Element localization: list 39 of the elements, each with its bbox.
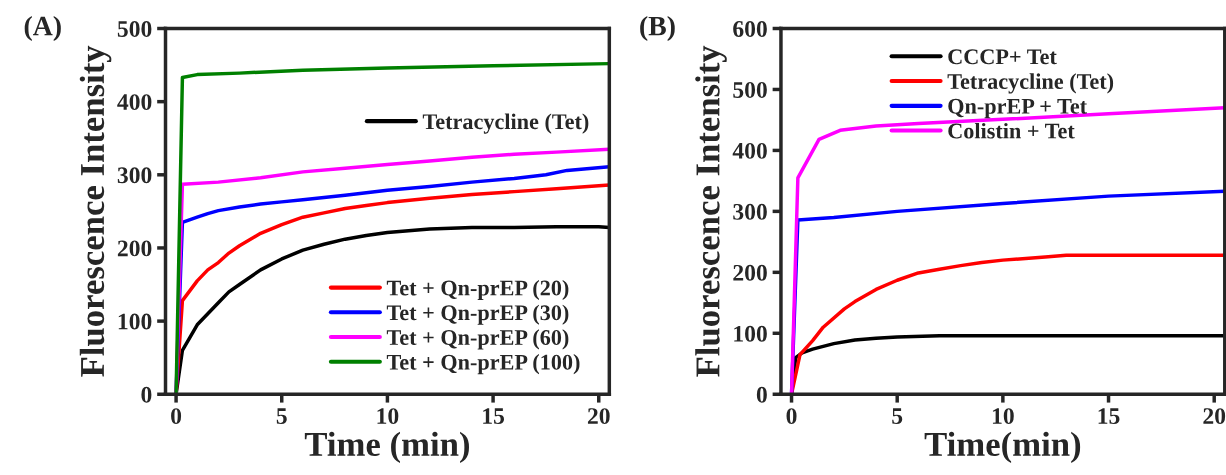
y-tick-label: 200 bbox=[117, 240, 152, 257]
y-tick-label: 100 bbox=[734, 325, 767, 342]
y-tick-label: 300 bbox=[733, 203, 767, 220]
legend-label: Tet + Qn-prEP (60) bbox=[386, 329, 569, 350]
x-tick-label: 20 bbox=[587, 408, 610, 425]
text: (B) bbox=[640, 15, 675, 42]
y-axis-title: Fluorescence Intensity bbox=[79, 45, 112, 377]
x-tick-label: 5 bbox=[276, 408, 287, 425]
legend-label: Tet + Qn-prEP (100) bbox=[386, 354, 580, 375]
x-tick-label: 20 bbox=[1203, 408, 1226, 425]
y-tick-label: 0 bbox=[756, 386, 767, 403]
legend-label: Tetracycline (Tet) bbox=[422, 113, 589, 134]
x-axis-title: Time (min) bbox=[304, 431, 469, 464]
y-tick-label: 500 bbox=[117, 20, 152, 37]
legend-label: Tet + Qn-prEP (30) bbox=[386, 304, 569, 325]
y-tick-label: 0 bbox=[141, 386, 152, 403]
legend-label: Qn-prEP + Tet bbox=[948, 98, 1087, 119]
x-tick-label: 10 bbox=[992, 408, 1014, 425]
y-axis-title: Fluorescence Intensity bbox=[695, 45, 727, 377]
y-tick-label: 200 bbox=[733, 264, 767, 281]
text: (A) bbox=[24, 15, 61, 42]
y-tick-label: 400 bbox=[732, 142, 767, 159]
x-tick-label: 10 bbox=[377, 408, 399, 425]
legend-label: Tet + Qn-prEP (20) bbox=[386, 279, 569, 301]
y-tick-label: 600 bbox=[733, 20, 767, 37]
x-axis-title: Time(min) bbox=[924, 431, 1081, 464]
legend-label: CCCP+ Tet bbox=[948, 49, 1057, 65]
x-tick-label: 15 bbox=[1098, 408, 1120, 425]
x-tick-label: 15 bbox=[483, 408, 505, 425]
x-tick-label: 0 bbox=[786, 408, 797, 425]
y-tick-label: 300 bbox=[117, 167, 152, 184]
y-tick-label: 500 bbox=[733, 81, 767, 98]
y-tick-label: 100 bbox=[118, 313, 152, 330]
line-series bbox=[174, 61, 610, 395]
legend-label: Tetracycline (Tet) bbox=[947, 73, 1114, 94]
legend-label: Colistin + Tet bbox=[948, 122, 1075, 139]
x-tick-label: 0 bbox=[171, 408, 182, 425]
y-tick-label: 400 bbox=[117, 94, 152, 111]
x-tick-label: 5 bbox=[892, 408, 903, 425]
